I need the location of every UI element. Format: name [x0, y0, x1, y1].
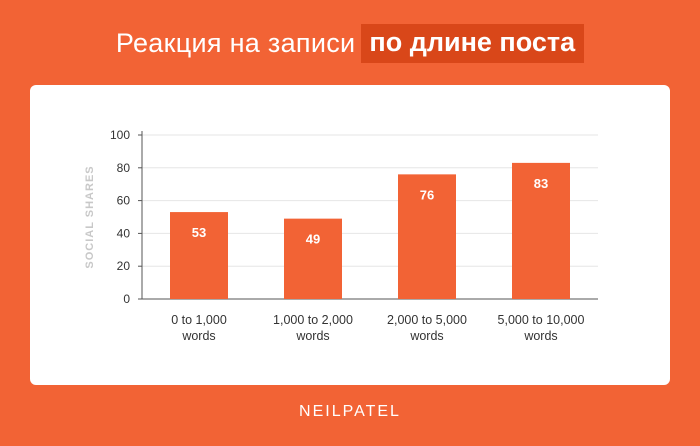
- chart-card: 0 20 40 60 80 100 SOCIAL SHARES 53 0 to 1,000 wor…: [30, 85, 670, 385]
- page-title: Реакция на записи: [115, 27, 356, 58]
- y-tick-label: 60: [117, 194, 131, 208]
- x-tick-label: words: [409, 329, 443, 343]
- bar-value-label: 83: [534, 176, 548, 191]
- y-axis-label: SOCIAL SHARES: [84, 165, 96, 268]
- bar: [170, 212, 228, 299]
- x-tick-label: 2,000 to 5,000: [387, 313, 467, 327]
- y-tick-label: 100: [110, 128, 130, 142]
- y-tick-label: 20: [117, 259, 131, 273]
- x-tick-label: words: [181, 329, 215, 343]
- bar-value-label: 53: [192, 225, 206, 240]
- brand-logo: NEILPATEL: [299, 403, 401, 420]
- bar: [398, 174, 456, 299]
- title-row: Реакция на записи по длине поста: [0, 22, 700, 64]
- bar: [512, 162, 570, 299]
- x-tick-label: words: [295, 329, 329, 343]
- x-tick-label: 0 to 1,000: [171, 313, 227, 327]
- y-tick-label: 40: [117, 226, 131, 240]
- bar: [284, 218, 342, 299]
- x-tick-label: 1,000 to 2,000: [273, 313, 353, 327]
- page-title-highlight: по длине поста: [361, 23, 585, 63]
- x-tick-label: words: [523, 329, 557, 343]
- y-tick-label: 80: [117, 161, 131, 175]
- y-tick-label: 0: [123, 292, 130, 306]
- bar-chart: 0 20 40 60 80 100 SOCIAL SHARES 53 0 to 1,000 wor…: [84, 128, 598, 343]
- bar-value-label: 49: [306, 232, 320, 247]
- x-tick-label: 5,000 to 10,000: [498, 313, 585, 327]
- bar-value-label: 76: [420, 187, 434, 202]
